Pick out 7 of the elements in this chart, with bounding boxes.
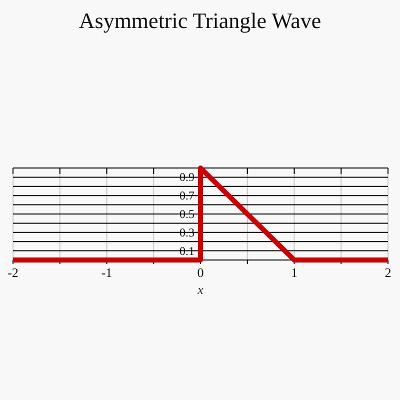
x-tick-label: -2 (8, 265, 18, 280)
x-axis-title: x (196, 282, 204, 297)
x-tick-label: 1 (291, 265, 298, 280)
x-tick-label: -1 (101, 265, 112, 280)
chart-title: Asymmetric Triangle Wave (78, 8, 322, 33)
x-tick-label: 2 (384, 265, 392, 280)
x-tick-label: 0 (197, 265, 204, 280)
